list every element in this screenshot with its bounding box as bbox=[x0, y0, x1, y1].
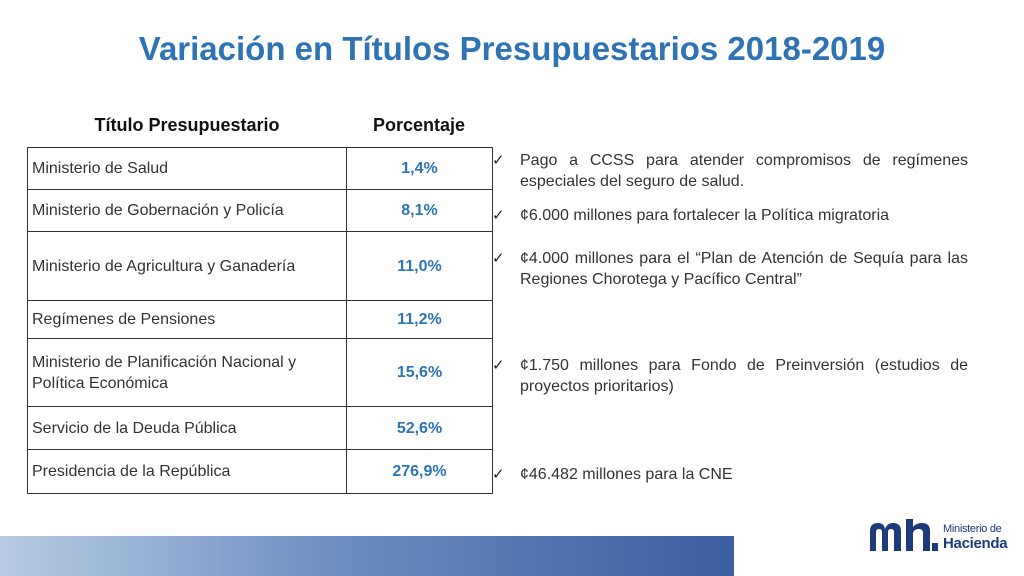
row-percent: 15,6% bbox=[346, 338, 493, 407]
row-percent: 1,4% bbox=[346, 147, 493, 190]
row-name: Servicio de la Deuda Pública bbox=[27, 406, 347, 450]
table-row: Ministerio de Salud 1,4% bbox=[27, 147, 493, 190]
note-item: ✓ Pago a CCSS para atender compromisos d… bbox=[492, 150, 968, 192]
note-item: ✓ ¢46.482 millones para la CNE bbox=[492, 464, 968, 485]
note-text: ¢4.000 millones para el “Plan de Atenció… bbox=[520, 250, 968, 288]
note-text: ¢6.000 millones para fortalecer la Polít… bbox=[520, 207, 890, 224]
note-text: ¢1.750 millones para Fondo de Preinversi… bbox=[520, 357, 968, 395]
row-percent: 276,9% bbox=[346, 449, 493, 494]
check-icon: ✓ bbox=[492, 466, 505, 483]
row-name: Ministerio de Gobernación y Policía bbox=[27, 189, 347, 232]
table-row: Ministerio de Gobernación y Policía 8,1% bbox=[27, 189, 493, 232]
row-name: Presidencia de la República bbox=[27, 449, 347, 494]
note-item: ✓ ¢6.000 millones para fortalecer la Pol… bbox=[492, 205, 968, 226]
column-header-title: Título Presupuestario bbox=[94, 115, 280, 135]
check-icon: ✓ bbox=[492, 207, 505, 224]
row-percent: 11,0% bbox=[346, 231, 493, 301]
logo-text-line1: Ministerio de bbox=[943, 523, 1002, 535]
note-item: ✓ ¢4.000 millones para el “Plan de Atenc… bbox=[492, 248, 968, 290]
note-item: ✓ ¢1.750 millones para Fondo de Preinver… bbox=[492, 355, 968, 397]
table-row: Servicio de la Deuda Pública 52,6% bbox=[27, 406, 493, 450]
row-name: Ministerio de Agricultura y Ganadería bbox=[27, 231, 347, 301]
row-percent: 8,1% bbox=[346, 189, 493, 232]
row-name: Regímenes de Pensiones bbox=[27, 300, 347, 339]
footer-gradient-bar bbox=[0, 536, 734, 576]
row-name: Ministerio de Planificación Nacional y P… bbox=[27, 338, 347, 407]
budget-table: Ministerio de Salud 1,4% Ministerio de G… bbox=[27, 147, 493, 494]
note-text: Pago a CCSS para atender compromisos de … bbox=[520, 152, 968, 190]
row-percent: 52,6% bbox=[346, 406, 493, 450]
column-header-percent: Porcentaje bbox=[372, 115, 466, 135]
table-row: Regímenes de Pensiones 11,2% bbox=[27, 300, 493, 339]
page-title: Variación en Títulos Presupuestarios 201… bbox=[138, 30, 886, 67]
check-icon: ✓ bbox=[492, 357, 505, 374]
logo-text-line2: Hacienda bbox=[943, 535, 1008, 552]
ministry-logo: Ministerio de Hacienda bbox=[868, 515, 1018, 555]
table-row: Ministerio de Planificación Nacional y P… bbox=[27, 338, 493, 407]
check-icon: ✓ bbox=[492, 250, 505, 267]
table-row: Presidencia de la República 276,9% bbox=[27, 449, 493, 494]
note-text: ¢46.482 millones para la CNE bbox=[520, 466, 733, 483]
mh-logo-icon bbox=[870, 519, 938, 551]
check-icon: ✓ bbox=[492, 152, 505, 169]
row-percent: 11,2% bbox=[346, 300, 493, 339]
table-row: Ministerio de Agricultura y Ganadería 11… bbox=[27, 231, 493, 301]
row-name: Ministerio de Salud bbox=[27, 147, 347, 190]
